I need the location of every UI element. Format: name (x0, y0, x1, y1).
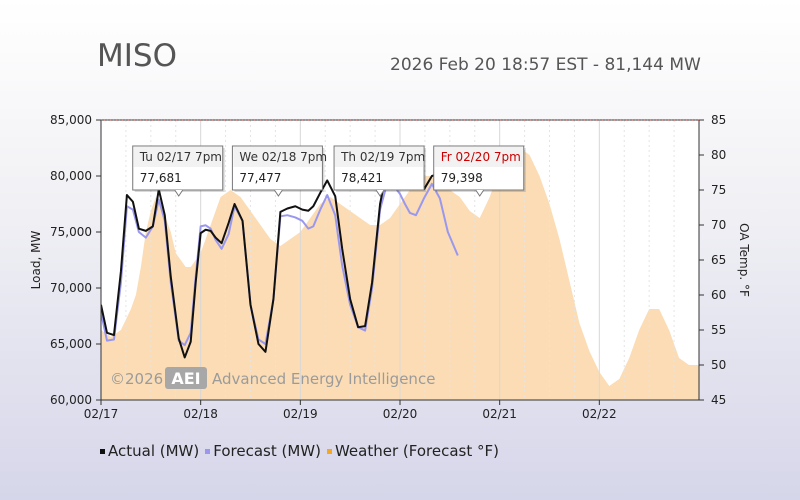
y2-tick-label: 50 (711, 358, 726, 372)
y2-axis-title: OA Temp. °F (737, 223, 751, 297)
legend-weather-swatch (326, 448, 332, 454)
legend-forecast-swatch (205, 448, 211, 454)
legend-actual[interactable]: Actual (MW) (100, 442, 199, 460)
legend-weather-label: Weather (Forecast °F) (334, 442, 499, 460)
callout-value: 79,398 (441, 171, 483, 185)
watermark-year: ©2026 (110, 370, 163, 388)
peak-callout: Tu 02/17 7pm 77,681 (132, 145, 225, 197)
peak-callout: Th 02/19 7pm 78,421 (333, 145, 427, 197)
legend-forecast[interactable]: Forecast (MW) (205, 442, 321, 460)
y-tick-label: 65,000 (50, 337, 92, 351)
watermark-text: Advanced Energy Intelligence (212, 370, 435, 388)
callout-value: 77,477 (239, 171, 281, 185)
x-tick-label: 02/22 (582, 407, 617, 421)
callout-date: Th 02/19 7pm (340, 150, 425, 164)
callout-header (133, 147, 222, 167)
y2-tick-label: 45 (711, 393, 726, 407)
x-tick-label: 02/19 (283, 407, 318, 421)
callout-value: 77,681 (140, 171, 182, 185)
y2-tick-label: 70 (711, 218, 726, 232)
callout-pointer (273, 189, 283, 197)
y2-tick-label: 65 (711, 253, 726, 267)
callout-header (233, 147, 322, 167)
callout-date: Tu 02/17 7pm (139, 150, 222, 164)
y2-tick-label: 60 (711, 288, 726, 302)
callout-date: We 02/18 7pm (239, 150, 327, 164)
x-tick-label: 02/21 (482, 407, 517, 421)
legend-actual-swatch (100, 448, 105, 454)
callout-value: 78,421 (341, 171, 383, 185)
y-tick-label: 85,000 (50, 113, 92, 127)
callout-date: Fr 02/20 7pm (441, 150, 521, 164)
y2-tick-label: 80 (711, 148, 726, 162)
y2-tick-label: 75 (711, 183, 726, 197)
y-tick-label: 70,000 (50, 281, 92, 295)
y2-tick-label: 85 (711, 113, 726, 127)
watermark: ©2026 AEI Advanced Energy Intelligence (110, 367, 435, 389)
y-tick-label: 75,000 (50, 225, 92, 239)
callout-pointer (174, 189, 184, 197)
y-axis-title: Load, MW (29, 231, 43, 290)
x-tick-label: 02/17 (84, 407, 119, 421)
callout-header (434, 147, 523, 167)
aei-logo: AEI (171, 369, 200, 388)
peak-callout: Fr 02/20 7pm 79,398 (433, 145, 526, 197)
chart-title: MISO (97, 38, 177, 74)
peak-callout: We 02/18 7pm 77,477 (231, 145, 327, 197)
chart-subtitle: 2026 Feb 20 18:57 EST - 81,144 MW (390, 55, 701, 75)
y-tick-label: 80,000 (50, 169, 92, 183)
callout-pointer (475, 189, 485, 197)
x-tick-label: 02/20 (383, 407, 418, 421)
x-tick-label: 02/18 (183, 407, 218, 421)
callout-header (335, 147, 424, 167)
aei-logo-background (165, 367, 207, 389)
y2-tick-label: 55 (711, 323, 726, 337)
legend-forecast-label: Forecast (MW) (213, 442, 321, 460)
y-tick-label: 60,000 (50, 393, 92, 407)
legend: Actual (MW) Forecast (MW) Weather (Forec… (100, 442, 501, 460)
callout-pointer (375, 189, 385, 197)
legend-weather[interactable]: Weather (Forecast °F) (326, 442, 499, 460)
legend-actual-label: Actual (MW) (108, 442, 200, 460)
